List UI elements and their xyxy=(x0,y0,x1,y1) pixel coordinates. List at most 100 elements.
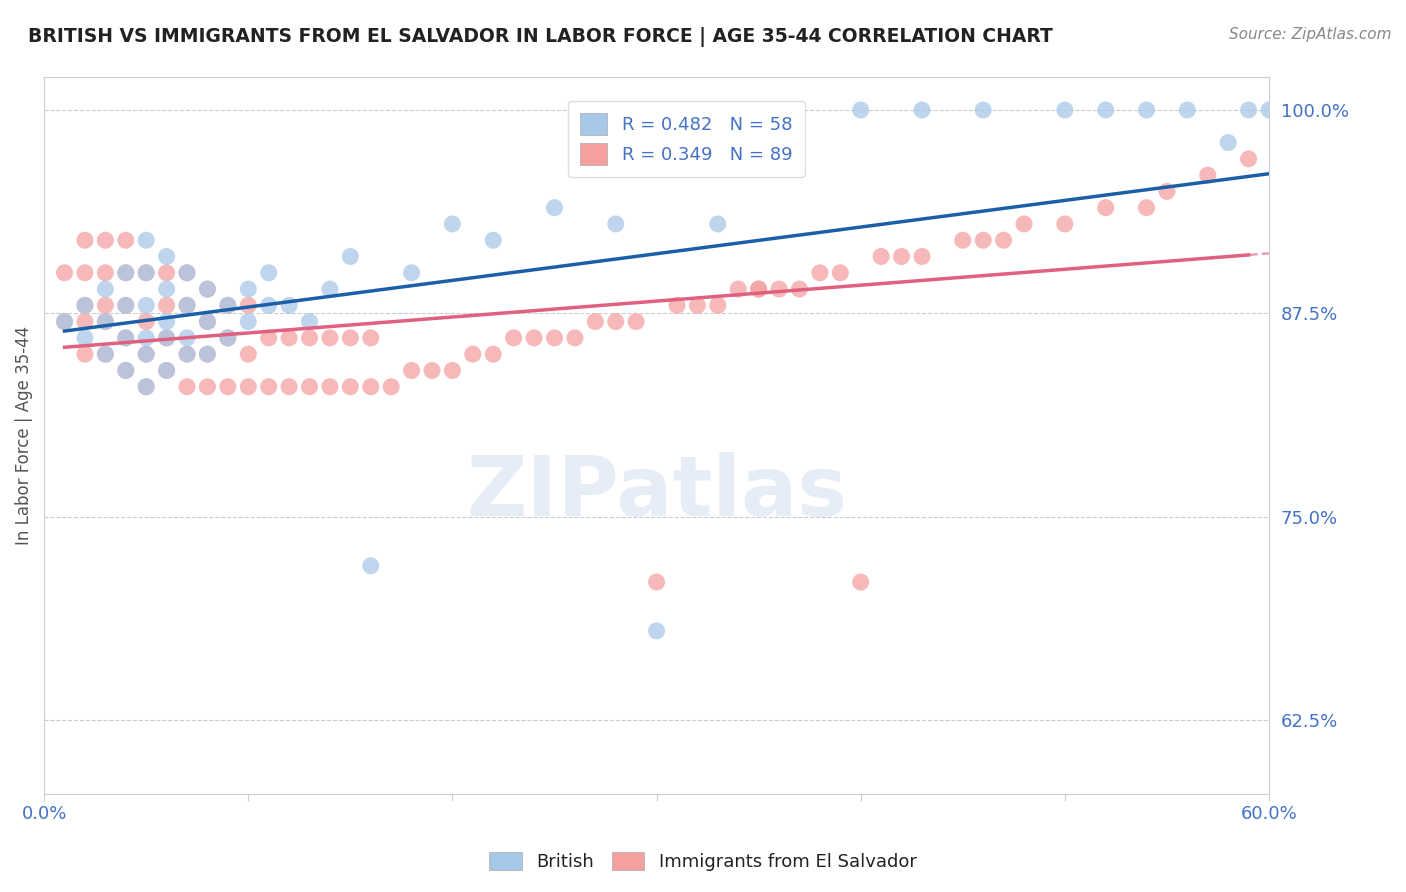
Point xyxy=(114,266,136,280)
Point xyxy=(114,331,136,345)
Point xyxy=(298,315,321,329)
Point xyxy=(238,282,260,296)
Point xyxy=(238,380,260,394)
Point xyxy=(176,298,198,312)
Point xyxy=(401,266,423,280)
Point xyxy=(94,282,117,296)
Point xyxy=(114,266,136,280)
Text: BRITISH VS IMMIGRANTS FROM EL SALVADOR IN LABOR FORCE | AGE 35-44 CORRELATION CH: BRITISH VS IMMIGRANTS FROM EL SALVADOR I… xyxy=(28,27,1053,46)
Point xyxy=(360,558,382,573)
Point xyxy=(1237,103,1260,117)
Point xyxy=(319,380,342,394)
Point xyxy=(1135,201,1157,215)
Point xyxy=(197,315,219,329)
Point xyxy=(543,201,565,215)
Point xyxy=(360,331,382,345)
Point xyxy=(53,315,76,329)
Legend: R = 0.482   N = 58, R = 0.349   N = 89: R = 0.482 N = 58, R = 0.349 N = 89 xyxy=(568,101,806,178)
Point xyxy=(401,363,423,377)
Point xyxy=(482,233,505,247)
Point xyxy=(360,380,382,394)
Point xyxy=(176,331,198,345)
Point xyxy=(298,331,321,345)
Point xyxy=(155,363,177,377)
Point xyxy=(94,315,117,329)
Text: Source: ZipAtlas.com: Source: ZipAtlas.com xyxy=(1229,27,1392,42)
Point xyxy=(176,380,198,394)
Point xyxy=(727,282,749,296)
Point xyxy=(53,315,76,329)
Point xyxy=(1094,103,1116,117)
Point xyxy=(114,298,136,312)
Point xyxy=(135,315,157,329)
Point xyxy=(808,266,831,280)
Point xyxy=(1094,201,1116,215)
Point xyxy=(278,331,301,345)
Point xyxy=(1135,103,1157,117)
Point xyxy=(1053,217,1076,231)
Point xyxy=(707,217,730,231)
Point xyxy=(135,380,157,394)
Point xyxy=(420,363,443,377)
Point xyxy=(94,347,117,361)
Point xyxy=(890,250,912,264)
Point xyxy=(298,380,321,394)
Point xyxy=(748,282,770,296)
Point xyxy=(155,331,177,345)
Point xyxy=(1278,754,1301,768)
Point xyxy=(339,380,361,394)
Point xyxy=(73,315,96,329)
Point xyxy=(339,250,361,264)
Point xyxy=(1258,103,1281,117)
Point xyxy=(94,298,117,312)
Point xyxy=(176,266,198,280)
Text: ZIPatlas: ZIPatlas xyxy=(465,452,846,533)
Point xyxy=(114,363,136,377)
Point xyxy=(849,103,872,117)
Point xyxy=(114,233,136,247)
Point xyxy=(155,282,177,296)
Point xyxy=(768,282,790,296)
Point xyxy=(135,266,157,280)
Point xyxy=(1218,136,1240,150)
Point xyxy=(73,298,96,312)
Point xyxy=(197,347,219,361)
Point xyxy=(135,331,157,345)
Point xyxy=(155,266,177,280)
Point xyxy=(339,331,361,345)
Point xyxy=(176,347,198,361)
Point xyxy=(952,233,974,247)
Point xyxy=(135,298,157,312)
Point xyxy=(197,282,219,296)
Point xyxy=(238,315,260,329)
Point xyxy=(155,298,177,312)
Point xyxy=(319,282,342,296)
Point xyxy=(461,347,484,361)
Point xyxy=(993,233,1015,247)
Point xyxy=(114,331,136,345)
Point xyxy=(197,347,219,361)
Point xyxy=(583,315,606,329)
Point xyxy=(217,298,239,312)
Point xyxy=(482,347,505,361)
Point xyxy=(155,331,177,345)
Point xyxy=(380,380,402,394)
Point xyxy=(114,363,136,377)
Point xyxy=(257,331,280,345)
Point xyxy=(73,266,96,280)
Point xyxy=(238,298,260,312)
Point xyxy=(1012,217,1035,231)
Point xyxy=(278,298,301,312)
Point xyxy=(1053,103,1076,117)
Point xyxy=(94,347,117,361)
Point xyxy=(564,331,586,345)
Point xyxy=(707,298,730,312)
Point xyxy=(73,347,96,361)
Point xyxy=(870,250,893,264)
Point xyxy=(135,266,157,280)
Point xyxy=(665,298,688,312)
Point xyxy=(911,250,934,264)
Legend: British, Immigrants from El Salvador: British, Immigrants from El Salvador xyxy=(482,845,924,879)
Point xyxy=(135,347,157,361)
Point xyxy=(830,266,852,280)
